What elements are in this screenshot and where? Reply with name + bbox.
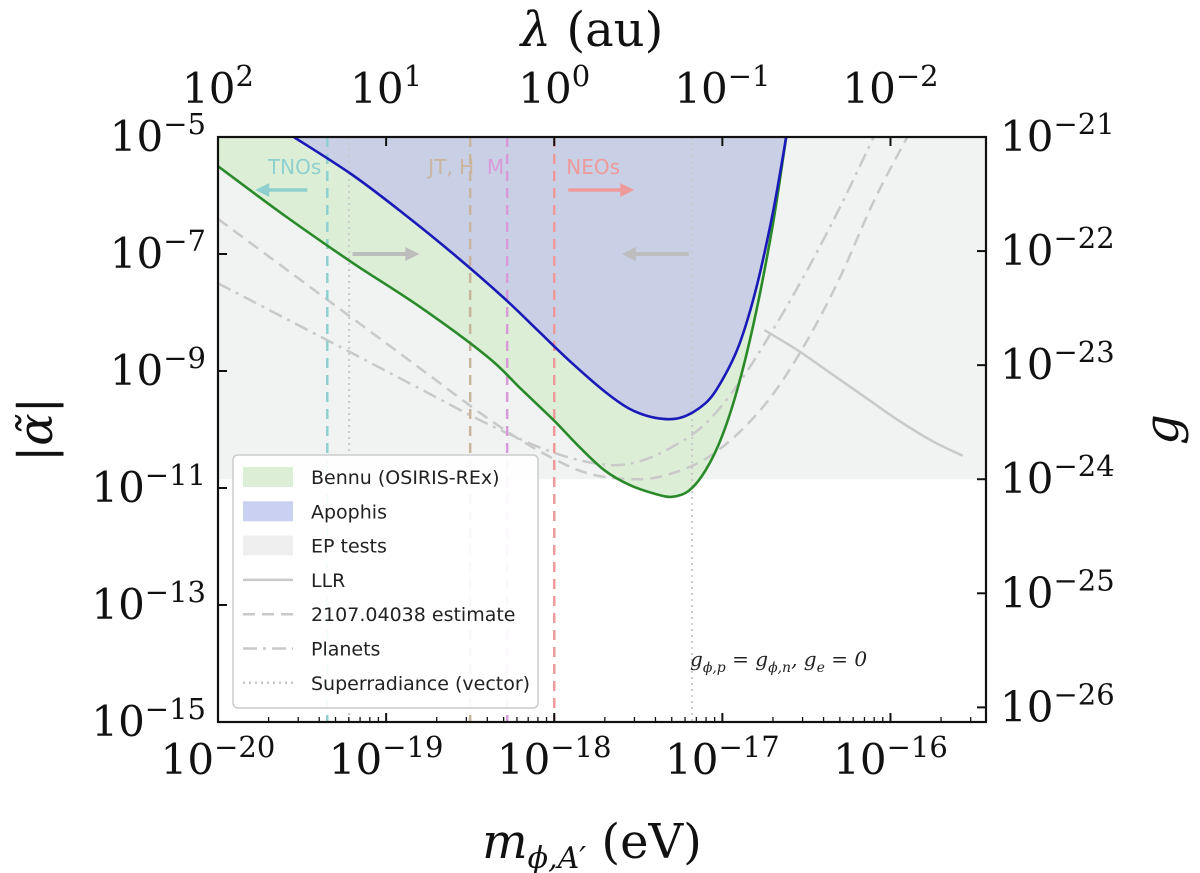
- y-right-tick-label-5: 10−26: [1000, 677, 1115, 731]
- legend-label-4: 2107.04038 estimate: [311, 604, 515, 626]
- y-right-tick-label-4: 10−25: [1000, 563, 1115, 617]
- x-tick-label-2: 10−18: [497, 730, 612, 784]
- label-neos: NEOs: [566, 155, 620, 179]
- legend-box: [232, 454, 539, 709]
- x-axis-label: mϕ,A′ (eV): [482, 814, 702, 873]
- x-top-tick-label-1: 101: [350, 59, 422, 113]
- y-tick-label-2: 10−9: [110, 341, 206, 395]
- curve-planets: [218, 137, 875, 467]
- y-tick-label-5: 10−15: [91, 692, 206, 746]
- plot-frame: [216, 135, 988, 724]
- x-top-axis-label: λ (au): [519, 2, 664, 58]
- x-tick-label-3: 10−17: [665, 730, 780, 784]
- legend: Bennu (OSIRIS-REx) Apophis EP tests LLR 2107…: [232, 454, 539, 709]
- axes-frame: [216, 135, 988, 724]
- y-right-tick-label-2: 10−23: [1000, 335, 1115, 389]
- coupling-note: gϕ,p = gϕ,n, ge = 0: [690, 647, 867, 676]
- neos-arrow-head: [620, 183, 635, 197]
- curve-bennu: [218, 137, 788, 499]
- legend-swatch-0: [243, 467, 293, 487]
- legend-label-1: Apophis: [311, 501, 387, 523]
- y-axis-label: |α̃|: [8, 397, 64, 462]
- y-tick-label-0: 10−5: [110, 107, 206, 161]
- y-right-axis-label: g: [1134, 414, 1190, 445]
- x-top-tick-label-0: 102: [182, 59, 254, 113]
- x-tick-label-1: 10−19: [329, 730, 444, 784]
- superradiance-arrow-right-head: [405, 247, 420, 261]
- superradiance-arrow-left-head: [621, 247, 636, 261]
- legend-label-0: Bennu (OSIRIS-REx): [311, 467, 500, 489]
- tnos-arrow-head: [255, 183, 270, 197]
- coupling-annotation: gϕ,p = gϕ,n, ge = 0: [690, 647, 867, 676]
- curve-apophis: [292, 137, 788, 421]
- label-m: M: [487, 155, 504, 179]
- label-tnos: TNOs: [267, 155, 321, 179]
- y-right-tick-label-1: 10−22: [1000, 221, 1115, 275]
- y-tick-label-4: 10−13: [91, 575, 206, 629]
- axis-labels: |α̃| g mϕ,A′ (eV) λ (au): [8, 2, 1190, 873]
- y-right-tick-label-3: 10−24: [1000, 449, 1115, 503]
- plot-area: TNOs JT, H M NEOs: [218, 137, 986, 722]
- legend-label-3: LLR: [311, 570, 345, 592]
- y-right-tick-label-0: 10−21: [1000, 107, 1115, 161]
- x-top-tick-label-2: 100: [518, 59, 590, 113]
- legend-label-2: EP tests: [311, 536, 387, 558]
- legend-label-6: Superradiance (vector): [311, 673, 530, 695]
- curve-llr: [763, 329, 964, 457]
- legend-label-5: Planets: [311, 639, 380, 661]
- y-tick-label-3: 10−11: [91, 458, 206, 512]
- legend-swatch-2: [243, 535, 293, 556]
- axis-ticks: 10−20 10−19 10−18 10−17 10−16 102 101 100 10−1 10…: [91, 59, 1114, 784]
- x-tick-label-4: 10−16: [833, 730, 948, 784]
- x-top-tick-label-3: 10−1: [674, 59, 770, 113]
- legend-swatch-1: [243, 501, 293, 522]
- y-tick-label-1: 10−7: [110, 224, 206, 278]
- apophis-region: [293, 137, 787, 420]
- label-jt-h: JT, H: [426, 155, 474, 179]
- x-tick-label-0: 10−20: [161, 730, 276, 784]
- x-top-tick-label-4: 10−2: [842, 59, 938, 113]
